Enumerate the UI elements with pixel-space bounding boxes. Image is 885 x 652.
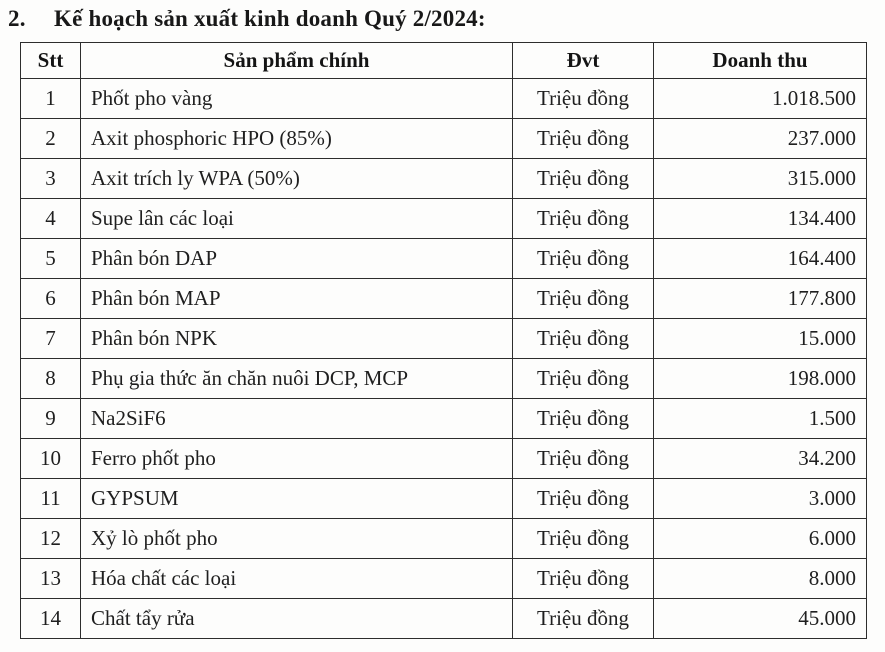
cell-unit: Triệu đồng [512, 598, 654, 639]
table-row: 12 Xỷ lò phốt pho Triệu đồng 6.000 [20, 518, 867, 559]
cell-product: Phốt pho vàng [80, 78, 513, 119]
cell-stt: 10 [20, 438, 81, 479]
cell-product: Axit trích ly WPA (50%) [80, 158, 513, 199]
table-row: 10 Ferro phốt pho Triệu đồng 34.200 [20, 438, 867, 479]
table-row: 3 Axit trích ly WPA (50%) Triệu đồng 315… [20, 158, 867, 199]
cell-unit: Triệu đồng [512, 398, 654, 439]
section-title: 2. Kế hoạch sản xuất kinh doanh Quý 2/20… [6, 4, 867, 42]
cell-unit: Triệu đồng [512, 518, 654, 559]
cell-revenue: 177.800 [653, 278, 867, 319]
table-row: 8 Phụ gia thức ăn chăn nuôi DCP, MCP Tri… [20, 358, 867, 399]
table-row: 5 Phân bón DAP Triệu đồng 164.400 [20, 238, 867, 279]
cell-stt: 14 [20, 598, 81, 639]
cell-revenue: 198.000 [653, 358, 867, 399]
cell-unit: Triệu đồng [512, 78, 654, 119]
business-plan-table: Stt Sản phẩm chính Đvt Doanh thu 1 Phốt … [20, 42, 867, 639]
cell-product: Supe lân các loại [80, 198, 513, 239]
cell-stt: 5 [20, 238, 81, 279]
table-row: 9 Na2SiF6 Triệu đồng 1.500 [20, 398, 867, 439]
cell-stt: 1 [20, 78, 81, 119]
cell-stt: 3 [20, 158, 81, 199]
cell-product: Phân bón NPK [80, 318, 513, 359]
cell-stt: 13 [20, 558, 81, 599]
table-row: 14 Chất tẩy rửa Triệu đồng 45.000 [20, 598, 867, 639]
cell-unit: Triệu đồng [512, 198, 654, 239]
table-row: 6 Phân bón MAP Triệu đồng 177.800 [20, 278, 867, 319]
table-row: 4 Supe lân các loại Triệu đồng 134.400 [20, 198, 867, 239]
cell-revenue: 34.200 [653, 438, 867, 479]
cell-product: Ferro phốt pho [80, 438, 513, 479]
cell-stt: 4 [20, 198, 81, 239]
cell-unit: Triệu đồng [512, 238, 654, 279]
table-row: 11 GYPSUM Triệu đồng 3.000 [20, 478, 867, 519]
cell-revenue: 3.000 [653, 478, 867, 519]
cell-product: Phân bón DAP [80, 238, 513, 279]
cell-product: Xỷ lò phốt pho [80, 518, 513, 559]
cell-unit: Triệu đồng [512, 278, 654, 319]
cell-unit: Triệu đồng [512, 158, 654, 199]
cell-product: Axit phosphoric HPO (85%) [80, 118, 513, 159]
cell-revenue: 1.500 [653, 398, 867, 439]
cell-revenue: 8.000 [653, 558, 867, 599]
cell-unit: Triệu đồng [512, 118, 654, 159]
cell-revenue: 1.018.500 [653, 78, 867, 119]
cell-unit: Triệu đồng [512, 438, 654, 479]
cell-revenue: 164.400 [653, 238, 867, 279]
section-title-text: Kế hoạch sản xuất kinh doanh Quý 2/2024: [54, 6, 486, 31]
table-row: 13 Hóa chất các loại Triệu đồng 8.000 [20, 558, 867, 599]
header-revenue: Doanh thu [653, 42, 867, 79]
cell-stt: 2 [20, 118, 81, 159]
table-header: Stt Sản phẩm chính Đvt Doanh thu [20, 42, 867, 79]
cell-stt: 6 [20, 278, 81, 319]
table-header-row: Stt Sản phẩm chính Đvt Doanh thu [20, 42, 867, 79]
cell-revenue: 15.000 [653, 318, 867, 359]
section-number: 2. [8, 6, 26, 31]
cell-revenue: 237.000 [653, 118, 867, 159]
cell-stt: 9 [20, 398, 81, 439]
cell-stt: 12 [20, 518, 81, 559]
cell-stt: 7 [20, 318, 81, 359]
cell-product: Phụ gia thức ăn chăn nuôi DCP, MCP [80, 358, 513, 399]
cell-product: GYPSUM [80, 478, 513, 519]
header-stt: Stt [20, 42, 81, 79]
cell-product: Na2SiF6 [80, 398, 513, 439]
cell-unit: Triệu đồng [512, 318, 654, 359]
table-body: 1 Phốt pho vàng Triệu đồng 1.018.500 2 A… [20, 78, 867, 639]
table-row: 7 Phân bón NPK Triệu đồng 15.000 [20, 318, 867, 359]
cell-stt: 8 [20, 358, 81, 399]
header-product: Sản phẩm chính [80, 42, 513, 79]
cell-unit: Triệu đồng [512, 478, 654, 519]
cell-revenue: 134.400 [653, 198, 867, 239]
cell-revenue: 45.000 [653, 598, 867, 639]
table-row: 2 Axit phosphoric HPO (85%) Triệu đồng 2… [20, 118, 867, 159]
cell-product: Phân bón MAP [80, 278, 513, 319]
cell-stt: 11 [20, 478, 81, 519]
cell-product: Chất tẩy rửa [80, 598, 513, 639]
cell-product: Hóa chất các loại [80, 558, 513, 599]
cell-revenue: 315.000 [653, 158, 867, 199]
table-row: 1 Phốt pho vàng Triệu đồng 1.018.500 [20, 78, 867, 119]
cell-unit: Triệu đồng [512, 558, 654, 599]
header-unit: Đvt [512, 42, 654, 79]
cell-revenue: 6.000 [653, 518, 867, 559]
cell-unit: Triệu đồng [512, 358, 654, 399]
